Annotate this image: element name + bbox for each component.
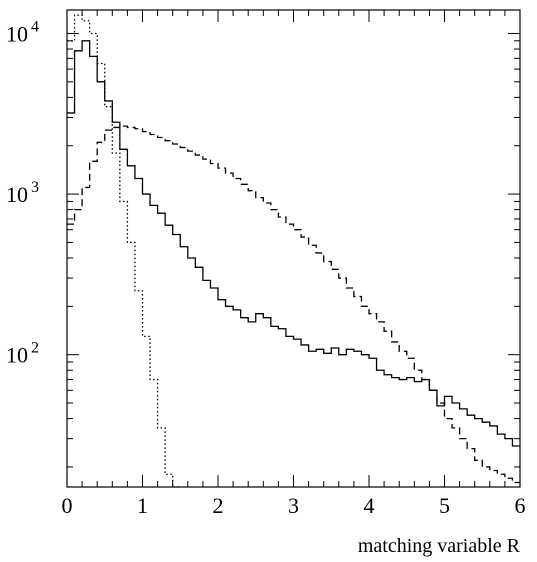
series-solid-line — [67, 40, 520, 447]
series-layer — [67, 14, 520, 488]
x-tick-label: 0 — [62, 493, 73, 518]
plot-frame — [66, 9, 521, 488]
y-tick-label: 10 3 — [6, 179, 39, 207]
x-tick-label: 5 — [439, 493, 450, 518]
x-tick-label: 3 — [288, 493, 299, 518]
x-tick-label: 4 — [364, 493, 375, 518]
x-tick-label: 2 — [213, 493, 224, 518]
series-dotted-line — [67, 14, 181, 488]
x-axis-title: matching variable R — [358, 535, 521, 557]
y-tick-label: 10 4 — [6, 18, 39, 46]
series-dashed-line — [67, 125, 520, 484]
x-tick-label: 6 — [515, 493, 526, 518]
y-tick-label: 10 2 — [6, 340, 39, 368]
x-tick-label: 1 — [137, 493, 148, 518]
ticks-layer — [66, 10, 521, 487]
